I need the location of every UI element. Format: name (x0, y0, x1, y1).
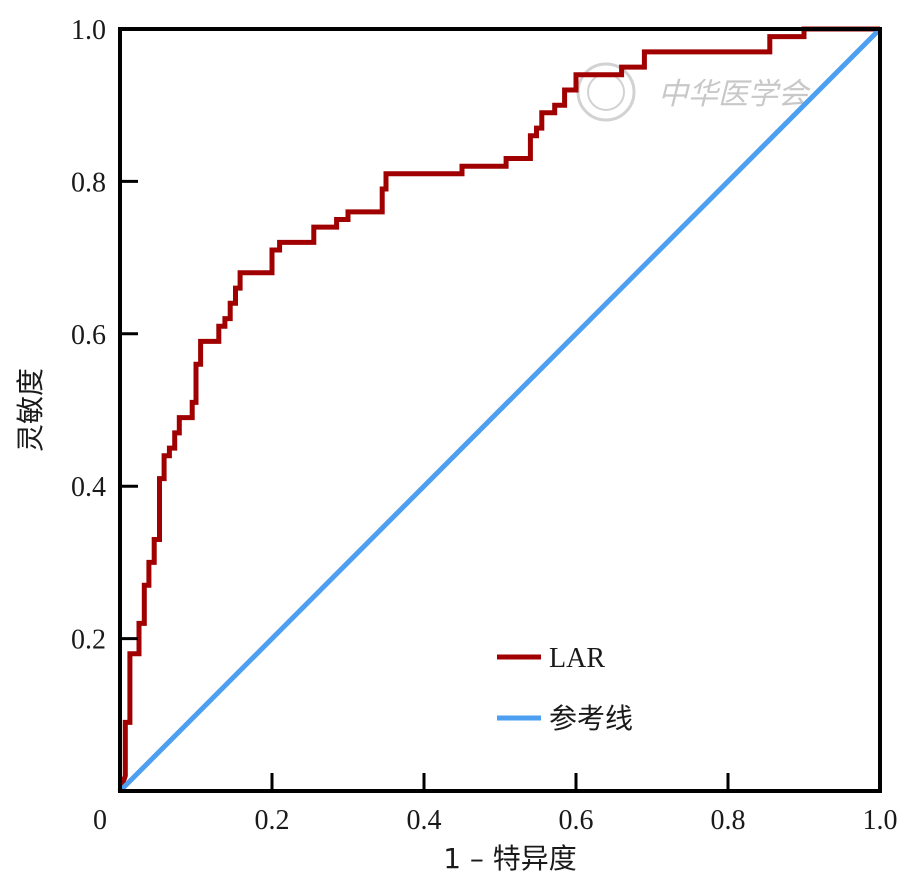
y-axis-label: 灵敏度 (14, 368, 47, 452)
plot-frame (118, 27, 882, 793)
x-tick-label: 0.8 (711, 805, 746, 836)
y-tick-label: 0.6 (71, 320, 106, 351)
legend: LAR 参考线 (497, 643, 633, 735)
x-tick-label: 0.2 (255, 805, 290, 836)
legend-label-0: LAR (549, 643, 605, 674)
y-tick-label: 1.0 (71, 15, 106, 46)
y-axis-ticks: 0.2 0.4 0.6 0.8 1.0 (71, 15, 138, 656)
x-axis-ticks: 0 0.2 0.4 0.6 0.8 1.0 (93, 773, 898, 836)
series-line-1 (118, 27, 882, 793)
y-tick-label: 0.4 (71, 472, 106, 503)
x-axis-label: 1 – 特异度 (443, 842, 577, 875)
x-tick-label: 0 (93, 805, 107, 836)
y-tick-label: 0.8 (71, 167, 106, 198)
legend-label-1: 参考线 (549, 703, 633, 735)
x-tick-label: 1.0 (863, 805, 898, 836)
y-tick-label: 0.2 (71, 625, 106, 656)
watermark-seal-inner-icon (587, 73, 625, 111)
x-tick-label: 0.6 (559, 805, 594, 836)
watermark-text: 中华医学会 (658, 77, 811, 112)
series-line-0 (117, 26, 880, 792)
x-tick-label: 0.4 (407, 805, 442, 836)
series-group (117, 26, 882, 793)
watermark: 中华医学会 (576, 62, 811, 122)
